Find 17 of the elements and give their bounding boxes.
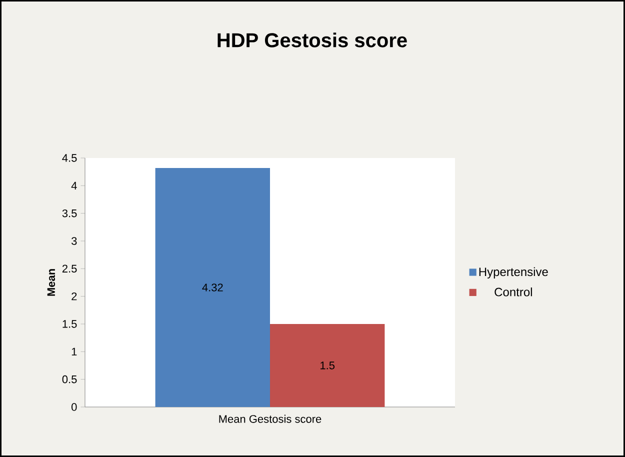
y-tick-label: 2 [72, 292, 77, 300]
y-tick-label: 0 [72, 403, 77, 411]
y-tick-label: 2.5 [62, 264, 77, 273]
y-tick-label: 3 [72, 237, 77, 245]
data-label: 4.32 [202, 284, 223, 292]
y-tick-label: 4 [71, 182, 77, 190]
data-label: 1.5 [320, 362, 335, 370]
y-axis-title: Mean [47, 269, 56, 296]
y-tick-label: 1 [72, 348, 77, 356]
legend-label: Control [494, 287, 532, 296]
legend-label: Hypertensive [479, 267, 548, 278]
chart-title: HDP Gestosis score [218, 32, 407, 48]
y-tick-label: 0.5 [62, 375, 77, 384]
y-tick-label: 4.5 [62, 154, 77, 162]
y-tick-label: 3.5 [62, 209, 77, 218]
x-tick-label: Mean Gestosis score [219, 414, 322, 423]
y-tick-label: 1.5 [62, 320, 77, 328]
